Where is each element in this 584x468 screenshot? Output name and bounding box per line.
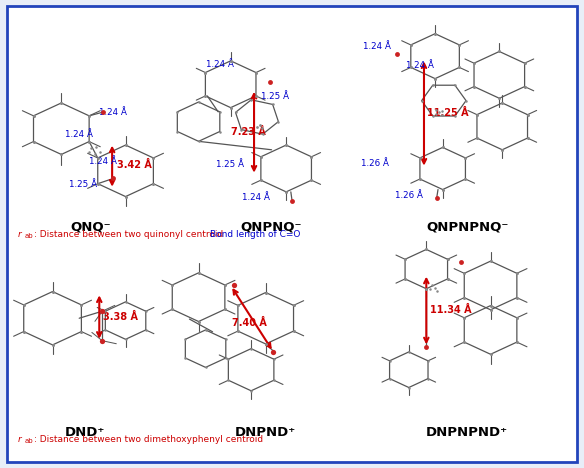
Text: 1.26 Å: 1.26 Å <box>395 191 423 200</box>
Text: : Distance between two dimethoxyphenyl centroid: : Distance between two dimethoxyphenyl c… <box>34 435 263 445</box>
Text: ab: ab <box>25 439 33 444</box>
Text: 1.24 Å: 1.24 Å <box>406 61 434 70</box>
Text: r: r <box>18 435 21 445</box>
Text: : Distance between two quinonyl centroid: : Distance between two quinonyl centroid <box>34 230 223 240</box>
Text: 1.25 Å: 1.25 Å <box>69 180 97 189</box>
Text: 1.25 Å: 1.25 Å <box>216 160 244 169</box>
Text: 1.24 Å: 1.24 Å <box>363 42 391 51</box>
Text: 1.24 Å: 1.24 Å <box>65 130 93 139</box>
Text: 11.25 Å: 11.25 Å <box>427 108 469 118</box>
Text: QNPNPNQ⁻: QNPNPNQ⁻ <box>426 220 509 234</box>
Text: 3.42 Å: 3.42 Å <box>117 160 152 170</box>
Text: ab: ab <box>25 234 33 239</box>
Text: 1.24 Å: 1.24 Å <box>206 60 234 69</box>
Text: QNQ⁻: QNQ⁻ <box>70 220 111 234</box>
Text: r: r <box>18 230 21 240</box>
Text: DNPND⁺: DNPND⁺ <box>235 426 296 439</box>
Text: 11.34 Å: 11.34 Å <box>430 305 472 315</box>
Text: 1.24 Å: 1.24 Å <box>89 157 117 166</box>
FancyBboxPatch shape <box>7 6 577 462</box>
Text: DND⁺: DND⁺ <box>64 426 105 439</box>
Text: 3.38 Å: 3.38 Å <box>103 312 138 322</box>
Text: QNPNQ⁻: QNPNQ⁻ <box>241 220 303 234</box>
Text: 1.24 Å: 1.24 Å <box>242 193 270 203</box>
Text: 1.24 Å: 1.24 Å <box>99 108 127 117</box>
Text: DNPNPND⁺: DNPNPND⁺ <box>426 426 508 439</box>
Text: 7.40 Å: 7.40 Å <box>232 318 267 328</box>
Text: 7.23 Å: 7.23 Å <box>231 127 266 137</box>
Text: 1.26 Å: 1.26 Å <box>361 159 389 168</box>
Text: 1.25 Å: 1.25 Å <box>261 92 289 102</box>
Text: Bond length of C=O: Bond length of C=O <box>210 230 301 240</box>
